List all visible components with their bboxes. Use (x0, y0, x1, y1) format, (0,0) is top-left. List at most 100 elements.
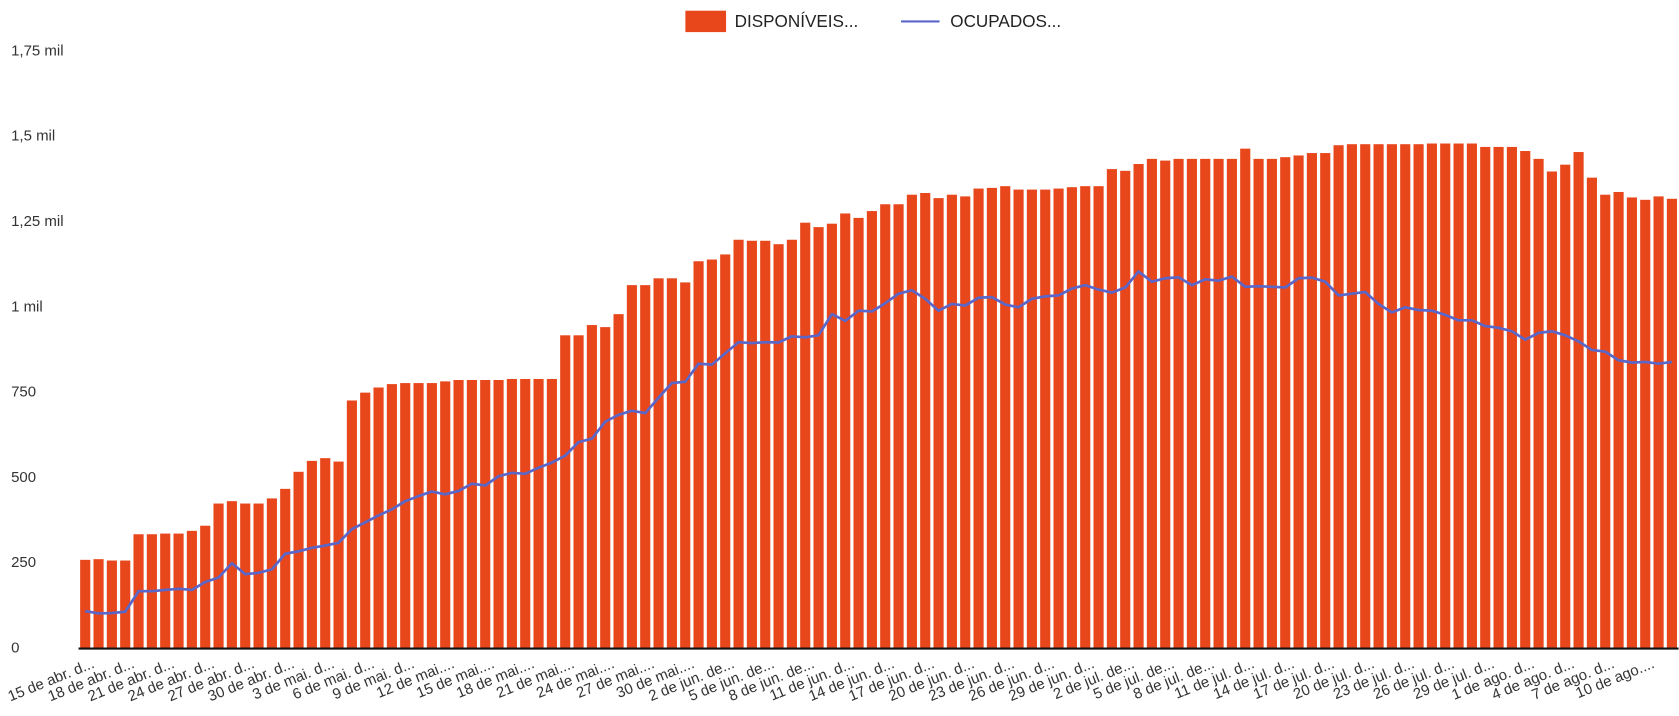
bar (1386, 144, 1397, 649)
bar (320, 458, 331, 649)
bar (1146, 158, 1157, 649)
bar (1373, 144, 1384, 649)
bar (400, 383, 411, 649)
bar (853, 217, 864, 649)
bar (173, 533, 184, 649)
bar (1280, 157, 1291, 649)
bar (1546, 171, 1557, 649)
bar (293, 471, 304, 649)
bar (1653, 196, 1664, 649)
y-tick-label: 750 (11, 384, 36, 401)
bar (493, 380, 504, 649)
bar (1253, 158, 1264, 649)
bar (120, 560, 131, 649)
bar (1506, 146, 1517, 649)
bar (280, 488, 291, 649)
bar (573, 335, 584, 649)
bar (1066, 187, 1077, 649)
bar (466, 380, 477, 649)
bar (1466, 143, 1477, 649)
bar (1013, 189, 1024, 649)
bar (773, 244, 784, 649)
bar (426, 383, 437, 649)
bar (560, 335, 571, 649)
bar (1173, 158, 1184, 649)
bar (266, 498, 277, 649)
bar (306, 460, 317, 649)
bar (1573, 152, 1584, 649)
bar (1026, 189, 1037, 649)
bar (1160, 160, 1171, 649)
y-tick-label: 500 (11, 469, 36, 486)
bar (986, 187, 997, 649)
bar (1453, 143, 1464, 649)
bar (240, 503, 251, 649)
bar (600, 327, 611, 649)
bar (1400, 144, 1411, 649)
bar (533, 378, 544, 649)
bar (786, 239, 797, 649)
bar (586, 325, 597, 649)
bar (480, 380, 491, 649)
bar (1266, 158, 1277, 649)
bar (946, 194, 957, 649)
bar (1306, 153, 1317, 649)
bar (413, 383, 424, 649)
bar (1320, 153, 1331, 649)
bar (1360, 144, 1371, 649)
bar (1000, 186, 1011, 649)
bar (693, 261, 704, 649)
bar (453, 380, 464, 649)
y-tick-label: 1 mil (11, 298, 43, 315)
bar (1346, 144, 1357, 649)
legend-label: DISPONÍVEIS... (735, 12, 859, 31)
bar (626, 285, 637, 649)
bar (973, 188, 984, 649)
bar (920, 192, 931, 649)
line (84, 270, 1673, 615)
bar (720, 254, 731, 649)
bar (706, 259, 717, 649)
bar (440, 381, 451, 649)
bar (760, 240, 771, 649)
y-tick-label: 1,75 mil (11, 42, 63, 59)
bar (933, 198, 944, 649)
legend-label: OCUPADOS... (950, 12, 1061, 31)
bar (1426, 143, 1437, 649)
bar (546, 378, 557, 649)
y-tick-label: 1,5 mil (11, 128, 55, 145)
bar (653, 278, 664, 649)
bar (893, 204, 904, 649)
bar (746, 240, 757, 649)
bar (346, 400, 357, 649)
y-tick-label: 0 (11, 640, 19, 657)
bar (1626, 197, 1637, 649)
bar (1480, 146, 1491, 649)
bar (1213, 158, 1224, 649)
y-tick-label: 250 (11, 554, 36, 571)
bar (906, 194, 917, 649)
bar (1200, 158, 1211, 649)
bar (1533, 158, 1544, 649)
bar (613, 314, 624, 649)
legend-swatch (685, 10, 727, 33)
bar (1120, 170, 1131, 649)
bar (1226, 158, 1237, 649)
bar (1133, 163, 1144, 649)
bar (1053, 188, 1064, 649)
bar (200, 525, 211, 649)
bar (106, 560, 117, 649)
bar (1666, 198, 1677, 649)
bar (373, 387, 384, 649)
y-tick-label: 1,25 mil (11, 213, 63, 230)
bar (666, 278, 677, 649)
bar (880, 204, 891, 649)
bar (840, 213, 851, 649)
bar (226, 501, 237, 649)
bar (1413, 144, 1424, 649)
bar (333, 461, 344, 649)
bar (800, 222, 811, 649)
bar (813, 227, 824, 649)
bar (1093, 186, 1104, 649)
